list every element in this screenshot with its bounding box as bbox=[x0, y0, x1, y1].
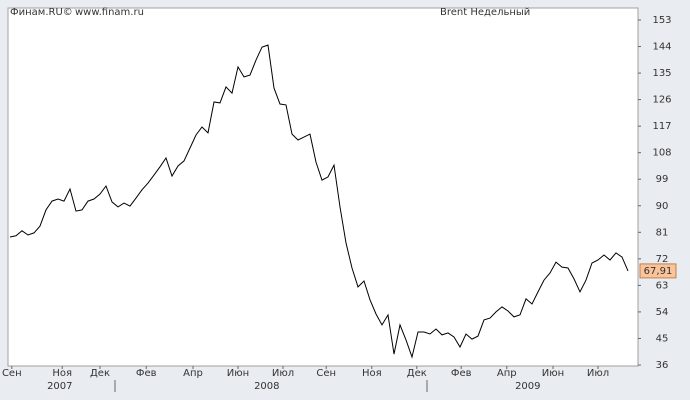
y-tick-label: 90 bbox=[656, 201, 669, 212]
y-tick-label: 153 bbox=[652, 15, 671, 26]
x-tick-label: Ноя bbox=[52, 368, 72, 379]
x-tick-label: Фев bbox=[136, 368, 157, 379]
y-tick-label: 45 bbox=[656, 333, 669, 344]
y-tick-label: 135 bbox=[652, 68, 671, 79]
x-tick-label: Фев bbox=[451, 368, 472, 379]
year-label: 2008 bbox=[254, 381, 279, 392]
y-tick-label: 144 bbox=[652, 42, 671, 53]
price-line bbox=[9, 44, 629, 359]
x-tick-label: Июл bbox=[587, 368, 609, 379]
x-tick-label: Июл bbox=[272, 368, 294, 379]
x-tick-label: Сен bbox=[2, 368, 22, 379]
plot-area bbox=[7, 7, 639, 367]
y-tick-label: 63 bbox=[656, 280, 669, 291]
x-tick-label: Апр bbox=[497, 368, 517, 379]
site: www.finam.ru bbox=[75, 7, 144, 18]
x-tick-label: Апр bbox=[183, 368, 203, 379]
year-label: 2009 bbox=[515, 381, 540, 392]
x-tick-label: Дек bbox=[90, 368, 110, 379]
y-tick-label: 108 bbox=[652, 148, 671, 159]
y-tick-label: 99 bbox=[656, 174, 669, 185]
y-tick-label: 117 bbox=[652, 121, 671, 132]
last-price-label: 67,91 bbox=[644, 266, 673, 277]
last-price-box bbox=[639, 263, 677, 279]
x-tick-label: Дек bbox=[407, 368, 427, 379]
x-tick-label: Июн bbox=[542, 368, 564, 379]
year-label: 2007 bbox=[47, 381, 72, 392]
x-tick-label: Сен bbox=[316, 368, 336, 379]
x-tick-label: Июн bbox=[227, 368, 249, 379]
chart-title: Brent Недельный bbox=[440, 7, 530, 18]
y-tick-label: 126 bbox=[652, 95, 671, 106]
y-tick-label: 36 bbox=[656, 360, 669, 371]
y-tick-label: 81 bbox=[656, 227, 669, 238]
y-tick-label: 72 bbox=[656, 254, 669, 265]
x-tick-label: Ноя bbox=[362, 368, 382, 379]
y-tick-label: 54 bbox=[656, 307, 669, 318]
source: Финам.RU© bbox=[10, 7, 73, 18]
